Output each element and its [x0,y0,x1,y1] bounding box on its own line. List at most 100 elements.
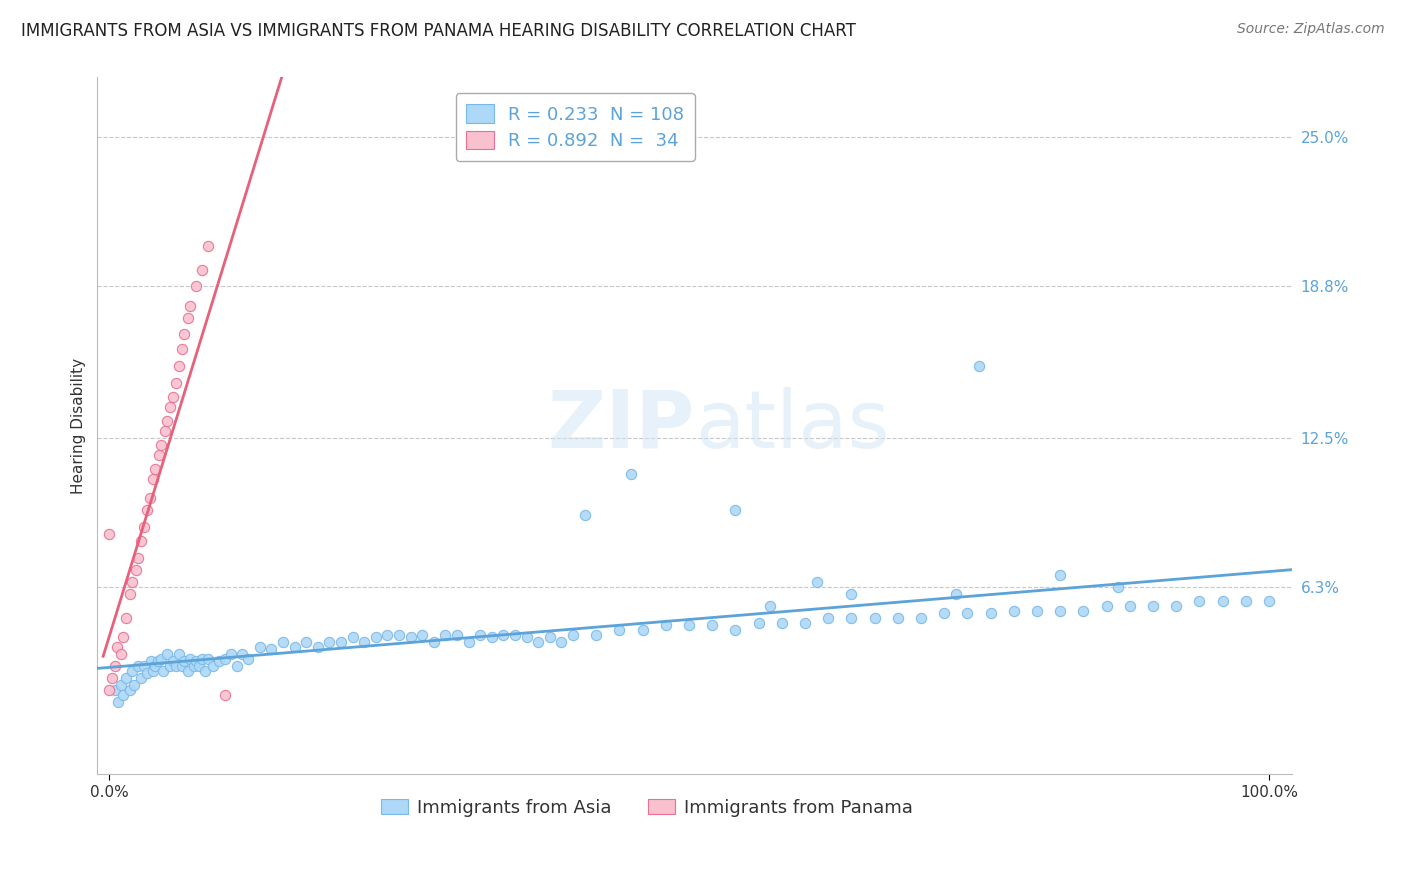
Point [159,400,181,414]
Point [318,635,340,649]
Point [1025,604,1047,618]
Point [515,630,537,644]
Point [162,654,184,668]
Point [492,628,515,642]
Point [150,438,173,452]
Point [136,503,159,517]
Point [283,640,305,654]
Point [142,472,165,486]
Point [208,654,231,668]
Point [121,574,143,589]
Point [747,615,769,630]
Point [422,635,444,649]
Point [932,606,955,620]
Point [138,491,160,505]
Point [839,611,862,625]
Point [700,618,723,632]
Point [678,618,700,632]
Point [446,628,468,642]
Point [159,659,181,673]
Point [118,587,141,601]
Point [156,414,179,428]
Legend: Immigrants from Asia, Immigrants from Panama: Immigrants from Asia, Immigrants from Pa… [374,792,920,824]
Point [188,659,211,673]
Point [110,678,132,692]
Point [1188,594,1211,608]
Point [111,630,134,644]
Point [111,688,134,702]
Point [165,376,187,390]
Point [388,628,411,642]
Point [481,630,503,644]
Point [793,615,815,630]
Point [214,688,236,702]
Point [585,628,607,642]
Point [503,628,526,642]
Point [105,640,128,654]
Point [97,683,120,698]
Point [143,659,166,673]
Point [162,390,184,404]
Point [1049,604,1071,618]
Point [177,664,200,678]
Point [839,587,862,601]
Point [127,659,149,673]
Point [219,647,242,661]
Point [411,628,433,642]
Point [131,671,153,685]
Point [167,647,190,661]
Point [197,238,219,252]
Point [1257,594,1279,608]
Point [190,262,212,277]
Point [1049,567,1071,582]
Point [770,615,793,630]
Point [817,611,839,625]
Point [127,550,149,565]
Point [179,299,201,313]
Point [342,630,364,644]
Point [177,310,200,325]
Point [759,599,782,613]
Point [945,587,967,601]
Point [967,359,990,373]
Point [153,424,176,438]
Point [468,628,491,642]
Point [184,279,207,293]
Point [115,611,138,625]
Point [150,652,173,666]
Point [631,623,654,637]
Point [1071,604,1094,618]
Point [115,671,138,685]
Point [724,623,747,637]
Point [194,664,217,678]
Point [364,630,387,644]
Point [104,659,127,673]
Point [124,563,146,577]
Point [152,664,174,678]
Point [97,527,120,541]
Point [197,652,219,666]
Point [146,654,169,668]
Point [1002,604,1025,618]
Point [271,635,294,649]
Point [231,647,253,661]
Point [806,574,828,589]
Point [214,652,236,666]
Point [131,534,153,549]
Point [1107,580,1129,594]
Point [399,630,422,644]
Point [654,618,676,632]
Point [550,635,572,649]
Point [179,652,201,666]
Point [607,623,630,637]
Point [104,683,127,698]
Point [1095,599,1118,613]
Point [184,654,207,668]
Point [249,640,271,654]
Point [1234,594,1257,608]
Point [132,659,155,673]
Point [183,659,205,673]
Point [165,659,187,673]
Point [132,519,155,533]
Point [561,628,583,642]
